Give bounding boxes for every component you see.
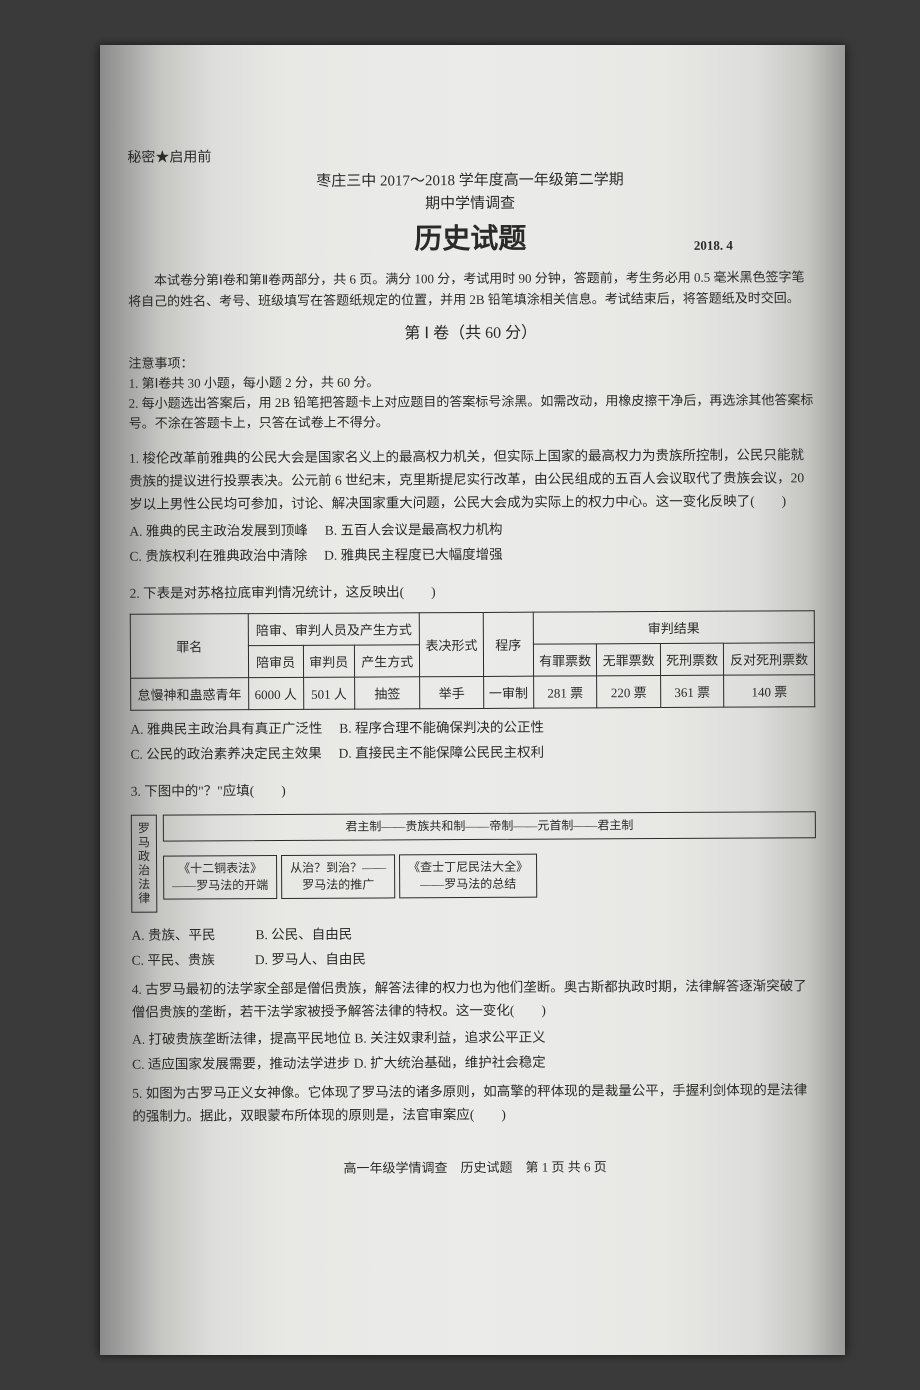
q4-option-c: C. 适应国家发展需要，推动法学进步 xyxy=(132,1056,350,1072)
q2-option-c: C. 公民的政治素养决定民主效果 xyxy=(130,745,321,761)
diagram-box-1-l2: ——罗马法的开端 xyxy=(172,878,268,893)
table-row: 罪名 陪审、审判人员及产生方式 表决形式 程序 审判结果 xyxy=(130,610,814,646)
table-row: 怠慢神和蛊惑青年 6000 人 501 人 抽签 举手 一审制 281 票 22… xyxy=(131,674,815,710)
th-crime: 罪名 xyxy=(130,613,248,678)
q1-option-b: B. 五百人会议是最高权力机构 xyxy=(325,522,503,538)
th-method: 产生方式 xyxy=(354,644,420,676)
td-notguilty: 220 票 xyxy=(597,675,661,707)
question-5-stem: 5. 如图为古罗马正义女神像。它体现了罗马法的诸多原则，如高擎的秤体现的是裁量公… xyxy=(132,1079,817,1128)
q4-option-d: D. 扩大统治基础，维护社会稳定 xyxy=(354,1055,546,1071)
th-opposedeath: 反对死刑票数 xyxy=(724,642,815,674)
exam-intro: 本试卷分第Ⅰ卷和第Ⅱ卷两部分，共 6 页。满分 100 分，考试用时 90 分钟… xyxy=(128,267,813,312)
diagram-box-2-l2: 罗马法的推广 xyxy=(302,878,374,892)
th-notguilty: 无罪票数 xyxy=(597,643,661,675)
q2-option-b: B. 程序合理不能确保判决的公正性 xyxy=(339,719,544,735)
q3-diagram: 罗马政治法律 君主制——贵族共和制——帝制——元首制——君主制 《十二铜表法》 … xyxy=(131,812,817,914)
th-jurors-way: 陪审、审判人员及产生方式 xyxy=(248,612,420,645)
question-4-stem: 4. 古罗马最初的法学家全部是僧侣贵族，解答法律的权力也为他们垄断。奥古斯都执政… xyxy=(132,976,817,1025)
diagram-box-3: 《查士丁尼民法大全》 ——罗马法的总结 xyxy=(399,854,537,898)
td-juror-member: 6000 人 xyxy=(248,677,303,709)
diagram-box-3-l1: 《查士丁尼民法大全》 xyxy=(408,860,528,875)
question-1-stem: 1. 梭伦改革前雅典的公民大会是国家名义上的最高权力机关，但实际上国家的最高权力… xyxy=(129,444,814,516)
th-result: 审判结果 xyxy=(533,610,814,643)
question-3-stem: 3. 下图中的"？"应填( ) xyxy=(131,777,816,804)
q2-option-d: D. 直接民主不能保障公民民主权利 xyxy=(339,744,545,760)
th-verdict-form: 表决形式 xyxy=(420,612,484,676)
notice-label: 注意事项： xyxy=(128,349,813,372)
diagram-polity-sequence: 君主制——贵族共和制——帝制——元首制——君主制 xyxy=(163,812,816,842)
question-2-stem: 2. 下表是对苏格拉底审判情况统计，这反映出( ) xyxy=(130,579,815,606)
q3-option-b: B. 公民、自由民 xyxy=(255,924,352,947)
q2-option-a: A. 雅典民主政治具有真正广泛性 xyxy=(130,720,322,736)
confidential-label: 秘密★启用前 xyxy=(127,143,812,167)
td-guilty: 281 票 xyxy=(533,675,597,707)
diagram-box-1-l1: 《十二铜表法》 xyxy=(178,861,262,875)
exam-title: 历史试题 xyxy=(414,217,526,258)
diagram-box-1: 《十二铜表法》 ——罗马法的开端 xyxy=(163,855,277,899)
td-crime: 怠慢神和蛊惑青年 xyxy=(131,677,249,710)
q2-data-table: 罪名 陪审、审判人员及产生方式 表决形式 程序 审判结果 陪审员 审判员 产生方… xyxy=(130,610,815,711)
header-exam-type: 期中学情调查 xyxy=(128,190,813,215)
th-juror-member: 陪审员 xyxy=(248,645,303,677)
page-footer: 高一年级学情调查 历史试题 第 1 页 共 6 页 xyxy=(133,1155,818,1178)
th-guilty: 有罪票数 xyxy=(533,643,597,675)
q1-option-c: C. 贵族权利在雅典政治中清除 xyxy=(129,548,307,564)
th-procedure: 程序 xyxy=(483,612,533,676)
td-verdict-form: 举手 xyxy=(420,676,484,708)
header-school-term: 枣庄三中 2017～2018 学年度高一年级第二学期 xyxy=(127,167,812,192)
td-procedure: 一审制 xyxy=(483,676,533,708)
q4-option-b: B. 关注奴隶利益，追求公平正义 xyxy=(354,1030,545,1046)
q1-option-d: D. 雅典民主程度已大幅度增强 xyxy=(324,547,503,563)
exam-date: 2018. 4 xyxy=(694,238,733,254)
notice-item-2: 2. 每小题选出答案后，用 2B 铅笔把答题卡上对应题目的答案标号涂黑。如需改动… xyxy=(129,390,814,434)
q3-option-d: D. 罗马人、自由民 xyxy=(255,949,366,973)
section-1-heading: 第 Ⅰ 卷（共 60 分） xyxy=(128,317,813,345)
th-judge: 审判员 xyxy=(303,645,355,677)
diagram-box-2-l1: 从治？到治？—— xyxy=(290,861,386,876)
q4-option-a: A. 打破贵族垄断法律，提高平民地位 xyxy=(132,1031,351,1047)
th-death: 死刑票数 xyxy=(660,643,724,675)
q1-option-a: A. 雅典的民主政治发展到顶峰 xyxy=(129,523,308,539)
td-judge: 501 人 xyxy=(303,677,355,709)
diagram-box-2: 从治？到治？—— 罗马法的推广 xyxy=(281,855,395,899)
td-death: 361 票 xyxy=(660,675,724,707)
td-method: 抽签 xyxy=(355,676,421,708)
td-opposedeath: 140 票 xyxy=(724,674,815,706)
diagram-side-label: 罗马政治法律 xyxy=(131,815,158,913)
q3-option-c: C. 平民、贵族 xyxy=(132,950,215,973)
diagram-box-3-l2: ——罗马法的总结 xyxy=(420,877,516,892)
q3-option-a: A. 贵族、平民 xyxy=(131,925,215,948)
